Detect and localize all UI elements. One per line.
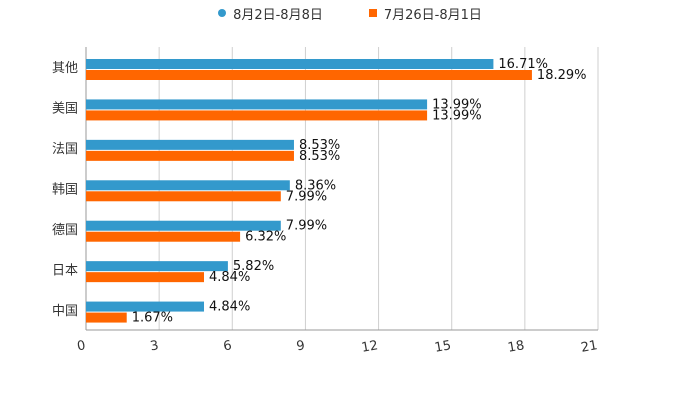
bar-series-2[interactable] [86,272,205,283]
legend-label-series-2: 7月26日-8月1日 [383,7,482,23]
category-label: 中国 [52,304,78,319]
legend-label-series-1: 8月2日-8月8日 [233,7,323,23]
legend-item-series-1[interactable]: 8月2日-8月8日 [218,4,323,23]
legend-item-series-2[interactable]: 7月26日-8月1日 [368,4,482,23]
data-label-series-2: 13.99% [432,108,482,123]
x-tick-label: 6 [222,338,233,354]
bar-series-2[interactable] [86,70,532,80]
data-label-series-1: 7.99% [286,219,327,234]
x-tick-label: 21 [580,338,599,356]
x-tick-label: 9 [295,338,306,354]
bar-series-1[interactable] [86,180,290,191]
x-tick-label: 12 [360,338,379,356]
bar-series-1[interactable] [86,139,294,150]
category-label: 韩国 [52,183,78,198]
x-tick-label: 3 [149,338,160,354]
category-label: 德国 [52,223,78,238]
legend: 8月2日-8月8日 7月26日-8月1日 [0,3,700,23]
bar-series-2[interactable] [86,150,294,161]
x-tick-label: 0 [76,338,87,354]
data-label-series-2: 6.32% [245,230,286,245]
data-label-series-1: 13.99% [432,97,482,112]
data-label-series-1: 8.36% [295,178,336,193]
bar-series-1[interactable] [86,99,428,110]
category-label: 日本 [52,263,78,278]
category-label: 美国 [52,102,78,117]
data-label-series-1: 4.84% [209,300,250,315]
data-label-series-2: 1.67% [132,311,173,326]
bar-series-1[interactable] [86,59,494,69]
data-label-series-1: 16.71% [498,57,548,72]
x-tick-label: 18 [507,338,526,356]
data-label-series-2: 4.84% [209,270,250,285]
bar-series-2[interactable] [86,110,428,121]
bar-series-1[interactable] [86,220,281,231]
category-label: 其他 [52,61,78,76]
legend-marker-series-2 [368,9,377,17]
data-label-series-1: 5.82% [233,259,274,274]
bar-series-2[interactable] [86,191,281,202]
bar-series-2[interactable] [86,231,241,242]
data-label-series-2: 18.29% [537,68,587,83]
bar-series-1[interactable] [86,301,205,312]
x-tick-label: 15 [434,338,453,356]
data-label-series-2: 8.53% [299,149,340,164]
data-label-series-2: 7.99% [286,189,327,204]
bar-series-1[interactable] [86,261,228,272]
legend-marker-series-1 [218,9,227,17]
bar-series-2[interactable] [86,312,127,323]
data-label-series-1: 8.53% [299,138,340,153]
category-label: 法国 [52,142,78,157]
